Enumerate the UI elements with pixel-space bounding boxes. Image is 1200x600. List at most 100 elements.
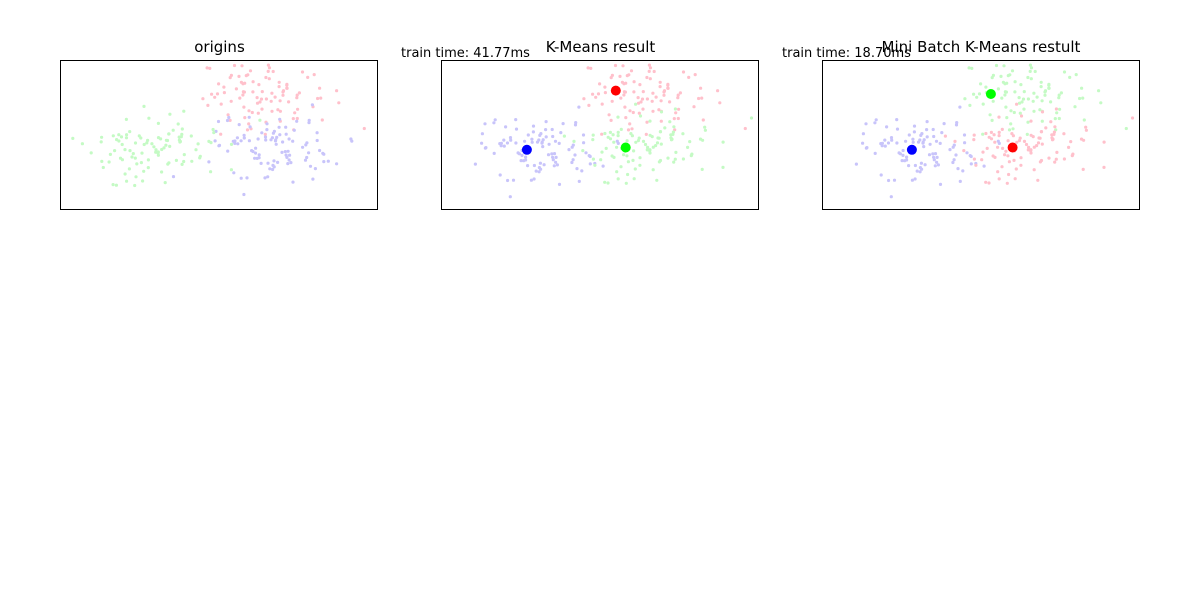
scatter-point (861, 141, 865, 145)
scatter-point (1032, 168, 1036, 172)
scatter-point (125, 179, 129, 183)
scatter-point (190, 159, 194, 163)
scatter-point (1032, 91, 1036, 95)
scatter-point (147, 116, 151, 120)
scatter-point (613, 63, 618, 68)
scatter-point (1047, 156, 1051, 160)
scatter-point (634, 102, 638, 106)
scatter-point (641, 90, 645, 94)
scatter-point (692, 105, 696, 109)
scatter-point (895, 127, 900, 131)
scatter-point (603, 91, 608, 95)
scatter-point (991, 99, 995, 103)
scatter-point (232, 171, 236, 175)
scatter-point (1008, 73, 1012, 77)
scatter-point (984, 131, 988, 136)
scatter-point (1047, 86, 1051, 90)
scatter-point (241, 93, 245, 97)
scatter-point (657, 108, 661, 112)
scatter-point (124, 117, 128, 121)
scatter-point (643, 142, 648, 147)
scatter-point (272, 165, 276, 169)
scatter-point (123, 148, 127, 152)
scatter-point (154, 148, 158, 152)
scatter-point (895, 141, 899, 145)
scatter-point (269, 99, 273, 103)
scatter-point (320, 118, 324, 122)
scatter-point (997, 130, 1001, 134)
scatter-point (907, 164, 911, 168)
scatter-point (981, 102, 985, 106)
scatter-point (615, 139, 619, 143)
scatter-point (919, 161, 924, 165)
scatter-point (219, 102, 223, 106)
scatter-point (322, 152, 326, 156)
scatter-point (1002, 64, 1006, 68)
axes-frame-origins (60, 60, 378, 210)
scatter-point (933, 164, 937, 168)
scatter-point (1029, 77, 1033, 81)
scatter-point (259, 161, 263, 165)
scatter-point (100, 135, 104, 139)
scatter-point (603, 85, 607, 89)
scatter-point (980, 158, 984, 162)
scatter-point (307, 118, 311, 122)
scatter-point (912, 124, 917, 128)
scatter-point (581, 149, 585, 153)
scatter-point (253, 156, 257, 160)
scatter-point (160, 147, 164, 152)
scatter-point (889, 136, 894, 140)
scatter-point (994, 63, 999, 68)
scatter-point (544, 128, 548, 132)
scatter-point (133, 156, 137, 160)
scatter-point (171, 175, 176, 179)
scatter-point (119, 135, 124, 139)
scatter-point (624, 116, 628, 120)
centroid-marker (610, 85, 621, 96)
scatter-point (954, 123, 959, 127)
scatter-point (217, 143, 222, 147)
scatter-point (927, 153, 932, 157)
scatter-point (316, 96, 320, 101)
scatter-point (242, 105, 246, 109)
scatter-point (910, 178, 915, 182)
scatter-point (573, 153, 577, 157)
scatter-point (335, 89, 339, 93)
scatter-point (651, 145, 655, 149)
scatter-point (295, 93, 299, 97)
scatter-point (981, 150, 985, 154)
scatter-point (520, 153, 524, 157)
centroid-marker (1007, 142, 1018, 153)
scatter-point (636, 96, 640, 100)
scatter-point (266, 161, 270, 165)
scatter-point (154, 150, 158, 154)
scatter-point (247, 122, 251, 126)
scatter-point (934, 139, 939, 143)
scatter-point (921, 140, 925, 144)
scatter-point (480, 132, 484, 136)
scatter-point (493, 118, 497, 122)
scatter-point (972, 157, 977, 161)
scatter-point (1039, 80, 1043, 84)
scatter-point (647, 63, 652, 67)
scatter-point (916, 140, 921, 144)
scatter-point (310, 103, 314, 107)
scatter-point (146, 138, 150, 142)
scatter-point (636, 139, 641, 143)
scatter-point (749, 116, 754, 120)
panel-title-origins: origins (194, 38, 245, 56)
scatter-point (266, 69, 270, 73)
scatter-point (508, 195, 512, 199)
scatter-point (623, 105, 627, 109)
scatter-point (963, 97, 967, 101)
scatter-point (996, 170, 1000, 174)
scatter-point (505, 141, 510, 145)
scatter-point (1017, 101, 1022, 105)
scatter-point (278, 109, 282, 113)
scatter-point (291, 139, 295, 143)
scatter-point (529, 178, 534, 182)
scatter-point (240, 64, 244, 68)
scatter-point (925, 135, 929, 139)
scatter-point (274, 138, 278, 142)
scatter-point (284, 132, 288, 136)
